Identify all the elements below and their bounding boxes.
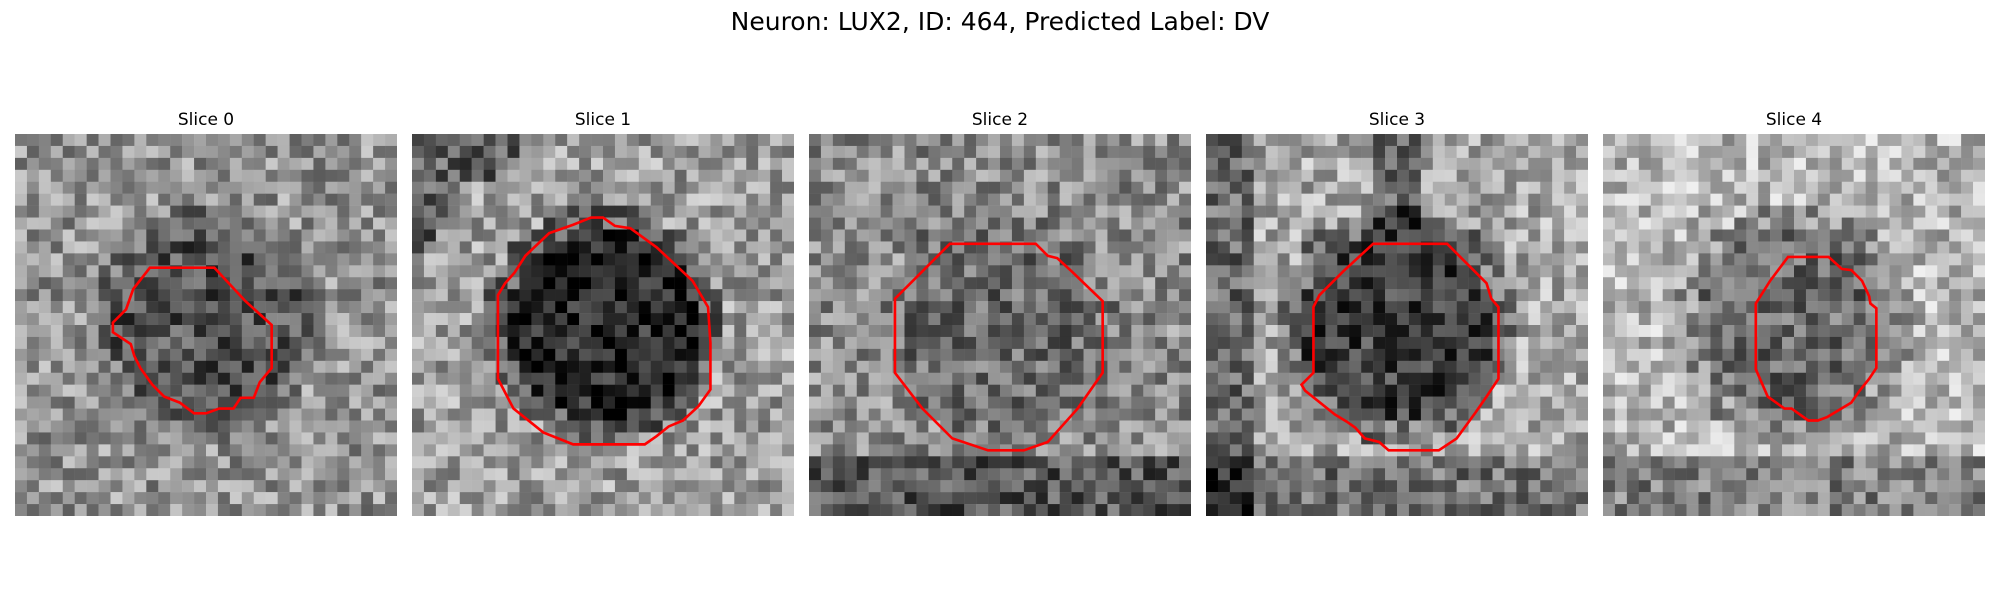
slice-title: Slice 1: [574, 110, 632, 130]
roi-contour: [496, 216, 712, 446]
figure-title: Neuron: LUX2, ID: 464, Predicted Label: …: [730, 7, 1270, 36]
roi-contour: [893, 242, 1104, 452]
slice-image: [412, 134, 794, 516]
roi-contour: [111, 266, 273, 415]
slice-image: [1603, 134, 1985, 516]
slice-title: Slice 0: [177, 110, 235, 130]
slice-title: Slice 3: [1368, 110, 1426, 130]
slice-title: Slice 4: [1765, 110, 1823, 130]
slice-image: [15, 134, 397, 516]
roi-contour: [1299, 242, 1500, 452]
slice-title: Slice 2: [971, 110, 1029, 130]
slice-image: [1206, 134, 1588, 516]
roi-contour: [1754, 255, 1878, 422]
slice-image: [809, 134, 1191, 516]
